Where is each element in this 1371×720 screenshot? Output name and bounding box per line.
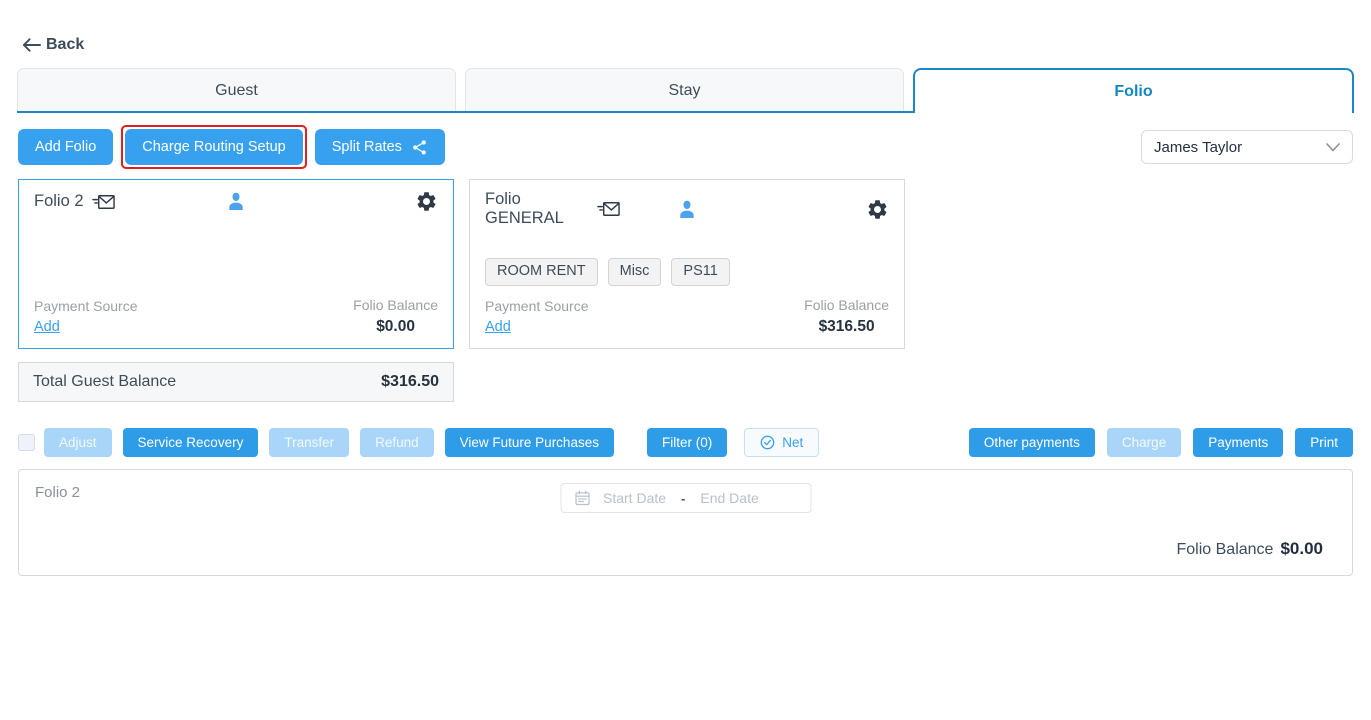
tab-stay[interactable]: Stay [465, 68, 904, 113]
folio-transactions-panel: Folio 2 Start Date - End Date Folio Bala… [18, 469, 1353, 576]
folio-cards: Folio 2 Payment Source Add [18, 179, 1353, 349]
guest-selector-value: James Taylor [1154, 138, 1243, 156]
service-recovery-button[interactable]: Service Recovery [122, 428, 259, 457]
select-all-checkbox[interactable] [18, 434, 35, 451]
tab-folio[interactable]: Folio [913, 68, 1354, 113]
charge-routing-highlight-ring: Charge Routing Setup [121, 125, 307, 169]
split-rates-label: Split Rates [331, 139, 402, 155]
folio-title: Folio GENERAL [485, 190, 564, 227]
charge-button[interactable]: Charge [1106, 428, 1182, 457]
charge-routing-setup-button[interactable]: Charge Routing Setup [125, 129, 303, 165]
send-email-icon[interactable] [596, 201, 620, 217]
back-button[interactable]: Back [22, 36, 84, 54]
folio-balance-label: Folio Balance [804, 297, 889, 313]
guest-icon[interactable] [228, 192, 244, 211]
net-label: Net [782, 435, 804, 450]
routing-tag: ROOM RENT [485, 258, 598, 286]
calendar-icon [574, 490, 590, 506]
transactions-folio-name: Folio 2 [35, 484, 81, 501]
folio-card-folio-2[interactable]: Folio 2 Payment Source Add [18, 179, 454, 349]
guest-selector-dropdown[interactable]: James Taylor [1141, 130, 1353, 164]
back-label: Back [46, 36, 85, 53]
folio-tags: ROOM RENT Misc PS11 [485, 258, 889, 286]
start-date-input[interactable]: Start Date [603, 490, 667, 506]
filter-button[interactable]: Filter (0) [646, 428, 728, 457]
guest-icon[interactable] [679, 200, 695, 219]
total-guest-balance-value: $316.50 [381, 373, 439, 390]
transactions-folio-balance: Folio Balance $0.00 [1177, 539, 1324, 559]
add-payment-source-link[interactable]: Add [34, 319, 60, 335]
view-future-purchases-button[interactable]: View Future Purchases [444, 428, 614, 457]
tab-guest-label: Guest [215, 82, 258, 99]
transactions-balance-label: Folio Balance [1176, 541, 1274, 558]
transfer-button[interactable]: Transfer [269, 428, 350, 457]
tab-bar: Guest Stay Folio [17, 68, 1354, 113]
send-email-icon[interactable] [91, 194, 115, 210]
back-arrow-icon [22, 38, 41, 52]
folio-title: Folio 2 [34, 192, 84, 210]
add-folio-button[interactable]: Add Folio [18, 129, 114, 165]
folio-card-general[interactable]: Folio GENERAL ROOM RENT Misc PS11 [469, 179, 905, 349]
folio-actions-bar: Adjust Service Recovery Transfer Refund … [18, 428, 1353, 457]
add-payment-source-link[interactable]: Add [485, 319, 511, 335]
refund-button[interactable]: Refund [360, 428, 434, 457]
check-circle-icon [760, 435, 775, 450]
end-date-input[interactable]: End Date [700, 490, 759, 506]
split-rates-button[interactable]: Split Rates [314, 129, 445, 165]
payment-source-label: Payment Source [485, 298, 589, 314]
tab-stay-label: Stay [668, 82, 701, 99]
payment-source-label: Payment Source [34, 298, 138, 314]
folio-settings-gear-icon[interactable] [866, 198, 889, 221]
print-button[interactable]: Print [1295, 428, 1353, 457]
folio-balance-label: Folio Balance [353, 297, 438, 313]
header: Back [0, 0, 1371, 57]
transactions-balance-value: $0.00 [1280, 539, 1323, 558]
share-icon [411, 139, 428, 156]
net-toggle-button[interactable]: Net [744, 428, 820, 457]
adjust-button[interactable]: Adjust [44, 428, 112, 457]
folio-balance-value: $316.50 [818, 318, 875, 335]
other-payments-button[interactable]: Other payments [968, 428, 1095, 457]
folio-balance-value: $0.00 [376, 318, 415, 335]
date-range-separator: - [681, 490, 686, 506]
folio-toolbar: Add Folio Charge Routing Setup Split Rat… [18, 125, 1353, 169]
routing-tag: Misc [607, 258, 662, 286]
payments-button[interactable]: Payments [1193, 428, 1284, 457]
tab-folio-label: Folio [1114, 82, 1153, 100]
date-range-picker[interactable]: Start Date - End Date [560, 483, 811, 513]
total-guest-balance-label: Total Guest Balance [33, 373, 177, 390]
routing-tag: PS11 [671, 258, 730, 286]
total-guest-balance-bar: Total Guest Balance $316.50 [18, 362, 454, 402]
tab-guest[interactable]: Guest [17, 68, 456, 113]
chevron-down-icon [1326, 142, 1340, 152]
folio-tags [34, 243, 438, 271]
folio-settings-gear-icon[interactable] [415, 190, 438, 213]
